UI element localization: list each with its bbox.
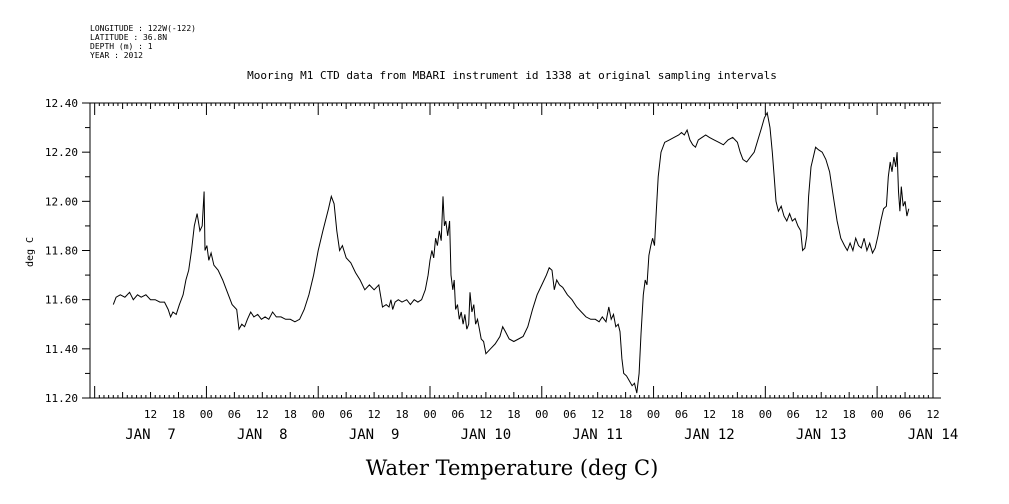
y-axis: 11.20 11.40 11.60 11.80 12.00 12.20 12.40: [45, 97, 941, 405]
x-hour-label: 12: [367, 408, 380, 421]
x-hour-label: 00: [870, 408, 883, 421]
x-hour-label: 12: [479, 408, 492, 421]
x-hour-label: 06: [675, 408, 688, 421]
x-hour-label: 12: [703, 408, 716, 421]
header-metadata: LONGITUDE : 122W(-122) LATITUDE : 36.8N …: [90, 24, 196, 60]
x-hour-label: 06: [451, 408, 464, 421]
x-hour-label: 00: [759, 408, 772, 421]
x-hour-label: 06: [228, 408, 241, 421]
depth-label: DEPTH (m) : 1: [90, 42, 153, 51]
x-day-label: JAN 11: [572, 427, 623, 443]
y-tick-label: 11.60: [45, 294, 78, 307]
y-tick-label: 12.00: [45, 195, 78, 208]
x-hour-label: 00: [200, 408, 213, 421]
x-hour-label: 06: [898, 408, 911, 421]
x-hour-label: 06: [563, 408, 576, 421]
x-day-label: JAN 12: [684, 427, 735, 443]
x-hour-label: 18: [172, 408, 185, 421]
y-tick-label: 11.40: [45, 343, 78, 356]
x-hour-label: 18: [395, 408, 408, 421]
x-hour-label: 00: [423, 408, 436, 421]
x-day-label: JAN 14: [908, 427, 959, 443]
x-hour-label: 18: [731, 408, 744, 421]
x-hour-label: 18: [619, 408, 632, 421]
plot-frame: [89, 102, 934, 399]
x-hour-label: 12: [144, 408, 157, 421]
x-hour-label: 12: [815, 408, 828, 421]
x-day-label: JAN 8: [237, 427, 288, 443]
water-temperature-series-line: [112, 111, 910, 394]
x-hour-label: 12: [591, 408, 604, 421]
y-tick-label: 11.20: [45, 392, 78, 405]
x-axis-label: Water Temperature (deg C): [366, 456, 659, 480]
x-day-label: JAN 9: [349, 427, 400, 443]
x-hour-label: 18: [843, 408, 856, 421]
y-tick-label: 11.80: [45, 245, 78, 258]
x-day-label: JAN 7: [125, 427, 176, 443]
x-hour-label: 12: [926, 408, 939, 421]
chart-title: Mooring M1 CTD data from MBARI instrumen…: [247, 69, 777, 82]
x-day-label: JAN 10: [461, 427, 512, 443]
x-hour-label: 06: [787, 408, 800, 421]
x-hour-label: 00: [647, 408, 660, 421]
x-hour-label: 12: [256, 408, 269, 421]
x-hour-label: 18: [507, 408, 520, 421]
x-hour-label: 18: [284, 408, 297, 421]
longitude-label: LONGITUDE : 122W(-122): [90, 24, 196, 33]
x-hour-label: 00: [535, 408, 548, 421]
y-tick-label: 12.20: [45, 146, 78, 159]
x-hour-label: 06: [340, 408, 353, 421]
y-tick-label: 12.40: [45, 97, 78, 110]
x-hour-label: 00: [312, 408, 325, 421]
year-label: YEAR : 2012: [90, 51, 143, 60]
x-day-label: JAN 13: [796, 427, 847, 443]
y-axis-label: deg C: [25, 237, 36, 267]
latitude-label: LATITUDE : 36.8N: [90, 33, 167, 42]
x-axis: 12 18 00 06 12 18 00 06 12 18 00 06 12 18 00 06 12 18 00 06…: [94, 103, 959, 443]
